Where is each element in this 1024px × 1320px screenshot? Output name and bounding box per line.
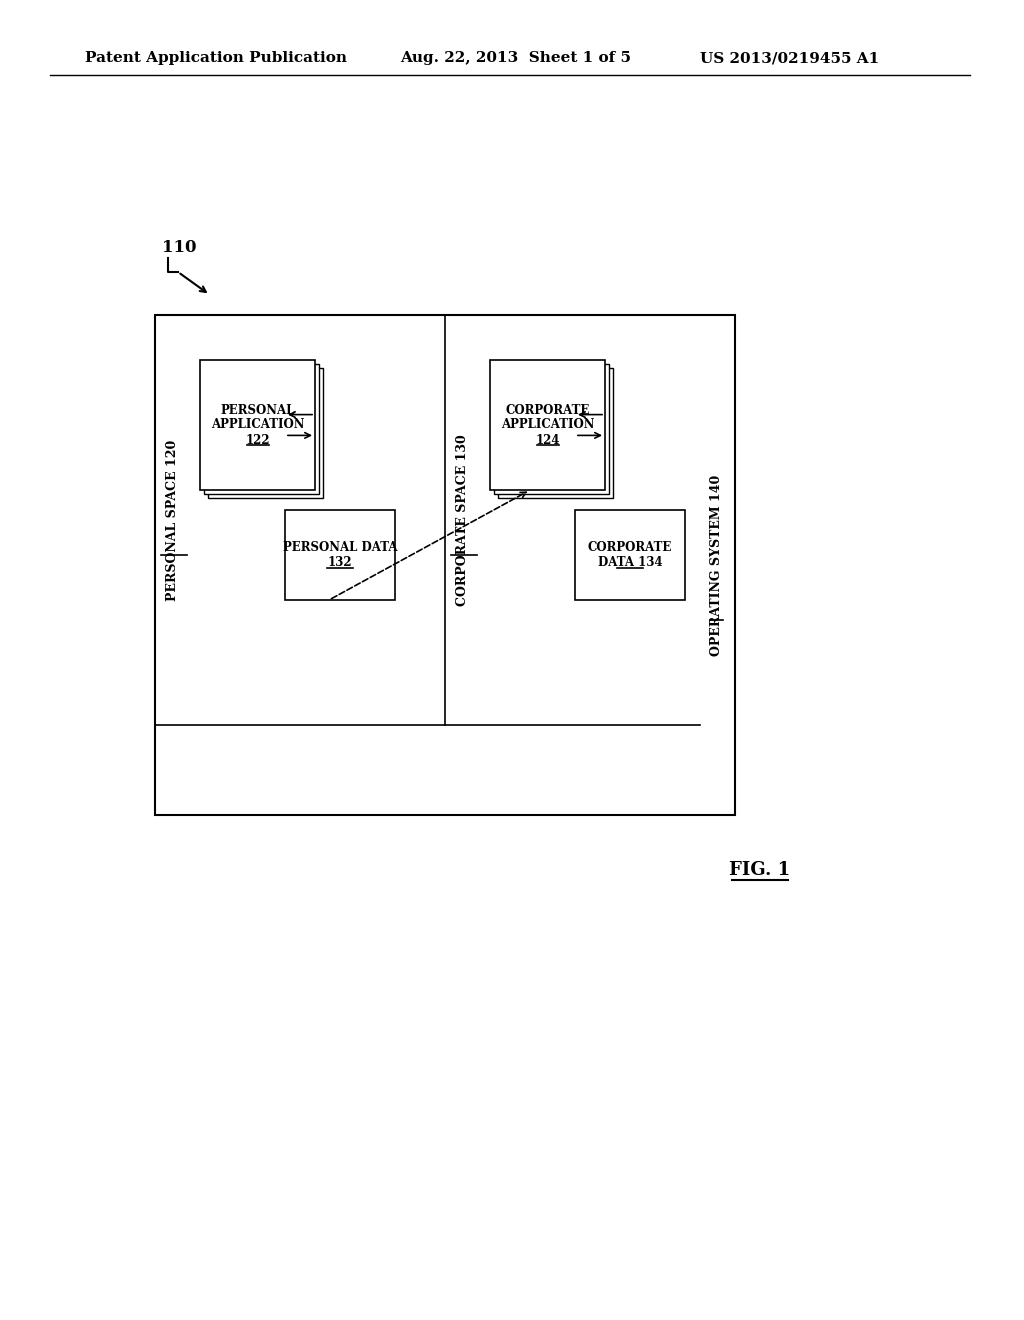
Text: Patent Application Publication: Patent Application Publication — [85, 51, 347, 65]
Text: PERSONAL SPACE 120: PERSONAL SPACE 120 — [167, 440, 179, 601]
Text: Aug. 22, 2013  Sheet 1 of 5: Aug. 22, 2013 Sheet 1 of 5 — [400, 51, 631, 65]
Text: OPERATING SYSTEM 140: OPERATING SYSTEM 140 — [711, 474, 724, 656]
Text: CORPORATE SPACE 130: CORPORATE SPACE 130 — [457, 434, 469, 606]
Bar — [285, 510, 395, 601]
Bar — [490, 360, 605, 490]
Bar — [204, 364, 319, 494]
Text: PERSONAL
APPLICATION
122: PERSONAL APPLICATION 122 — [211, 404, 304, 446]
Text: US 2013/0219455 A1: US 2013/0219455 A1 — [700, 51, 880, 65]
Bar — [575, 510, 685, 601]
Text: CORPORATE
DATA 134: CORPORATE DATA 134 — [588, 541, 672, 569]
Text: 110: 110 — [162, 239, 197, 256]
Text: CORPORATE
APPLICATION
124: CORPORATE APPLICATION 124 — [501, 404, 594, 446]
Bar — [200, 360, 315, 490]
Bar — [208, 368, 323, 498]
Text: PERSONAL DATA
132: PERSONAL DATA 132 — [283, 541, 397, 569]
Bar — [498, 368, 613, 498]
Bar — [155, 315, 735, 814]
Text: FIG. 1: FIG. 1 — [729, 861, 791, 879]
Bar — [494, 364, 609, 494]
